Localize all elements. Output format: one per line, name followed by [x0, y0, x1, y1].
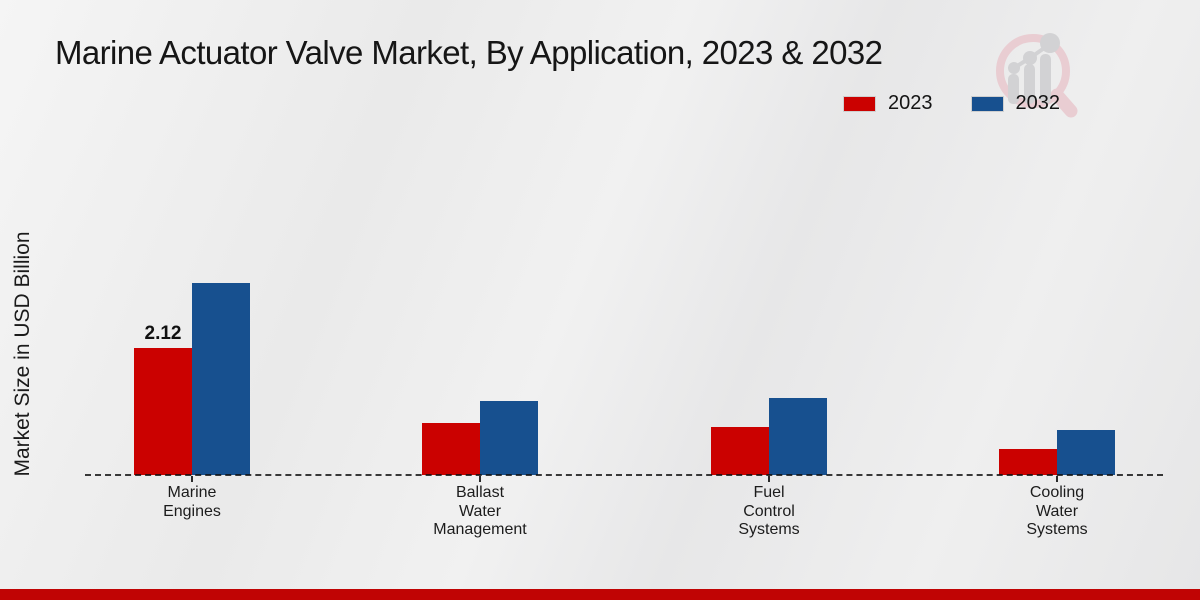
bar-2023-fuel-control-systems [711, 427, 769, 475]
x-axis-dashed-baseline [85, 474, 1163, 476]
axis-tick-fuel-control-systems [768, 476, 770, 482]
bar-2032-cooling-water-systems [1057, 430, 1115, 475]
axis-tick-cooling-water-systems [1056, 476, 1058, 482]
category-label-fuel-control-systems: Fuel Control Systems [738, 484, 800, 538]
legend-item-2032: 2032 [970, 92, 1061, 115]
legend-swatch-2032 [970, 95, 1004, 112]
value-label-2023-marine-engines: 2.12 [144, 323, 182, 344]
axis-tick-ballast-water-management [479, 476, 481, 482]
bar-2023-marine-engines [134, 348, 192, 475]
legend: 2023 2032 [843, 92, 1060, 115]
legend-label-2023: 2023 [888, 92, 933, 114]
legend-item-2023: 2023 [843, 92, 933, 115]
category-label-cooling-water-systems: Cooling Water Systems [1026, 484, 1088, 538]
bar-2032-ballast-water-management [480, 401, 538, 475]
chart-title: Marine Actuator Valve Market, By Applica… [55, 34, 883, 71]
bar-2032-marine-engines [192, 283, 250, 475]
market-research-logo-watermark [996, 33, 1078, 118]
legend-swatch-2023 [843, 95, 876, 112]
bar-2023-cooling-water-systems [999, 449, 1057, 475]
bar-2032-fuel-control-systems [769, 398, 827, 475]
category-label-marine-engines: Marine Engines [163, 484, 221, 520]
bottom-red-strip [0, 589, 1200, 600]
category-label-ballast-water-management: Ballast Water Management [433, 484, 527, 538]
legend-label-2032: 2032 [1015, 92, 1061, 114]
axis-tick-marine-engines [191, 476, 193, 482]
bar-2023-ballast-water-management [422, 423, 480, 475]
